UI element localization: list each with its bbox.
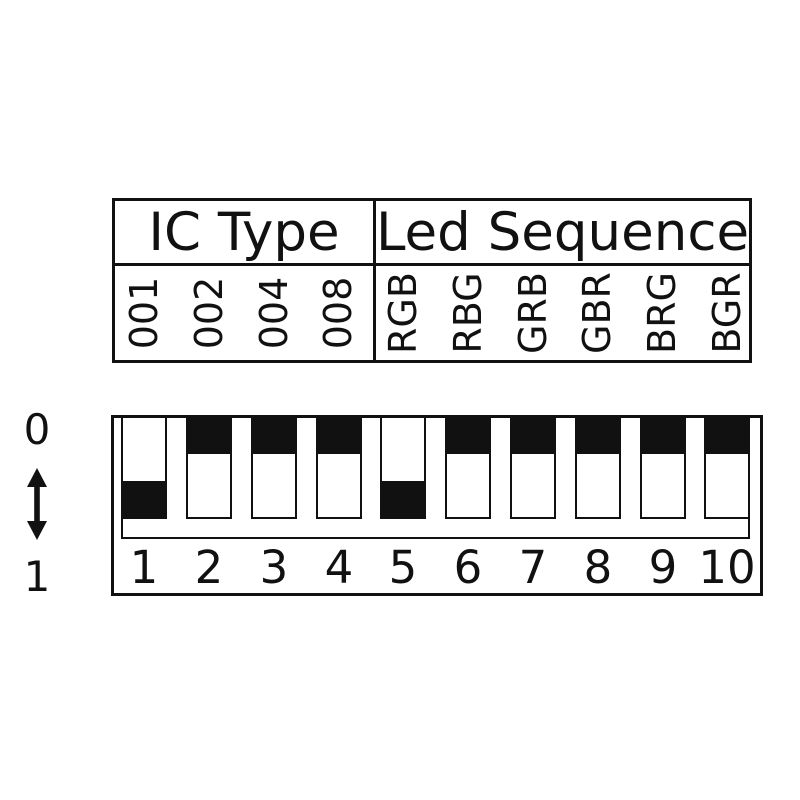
dip-switch-body: 1 2 3 4 5 6 7 8 9 10 bbox=[111, 415, 763, 596]
switch-knob[interactable] bbox=[382, 481, 424, 517]
switch-knob[interactable] bbox=[642, 418, 684, 454]
switch-number-3: 3 bbox=[259, 540, 289, 594]
ic-type-header: IC Type bbox=[148, 201, 340, 263]
legend-table: IC Type Led Sequence 001 002 004 008 RGB… bbox=[112, 198, 752, 363]
column-divider bbox=[373, 201, 376, 360]
switch-number-8: 8 bbox=[583, 540, 613, 594]
switch-knob[interactable] bbox=[447, 418, 489, 454]
switch-knob[interactable] bbox=[577, 418, 619, 454]
dip-switch-1[interactable] bbox=[121, 418, 167, 519]
scale-zero-label: 0 bbox=[23, 405, 51, 454]
dip-switch-2[interactable] bbox=[186, 418, 232, 519]
switch-knob[interactable] bbox=[188, 418, 230, 454]
switch-number-10: 10 bbox=[698, 540, 756, 594]
header-separator bbox=[115, 263, 749, 266]
switch-number-9: 9 bbox=[648, 540, 678, 594]
switch-knob[interactable] bbox=[253, 418, 295, 454]
switch-knob[interactable] bbox=[512, 418, 554, 454]
dip-switch-10[interactable] bbox=[704, 418, 750, 519]
switch-number-6: 6 bbox=[453, 540, 483, 594]
switch-number-4: 4 bbox=[324, 540, 354, 594]
switch-knob[interactable] bbox=[123, 481, 165, 517]
dip-switch-9[interactable] bbox=[640, 418, 686, 519]
dip-switch-5[interactable] bbox=[380, 418, 426, 519]
up-down-arrow-icon bbox=[27, 468, 47, 540]
switch-number-7: 7 bbox=[518, 540, 548, 594]
switch-knob[interactable] bbox=[318, 418, 360, 454]
switch-number-5: 5 bbox=[388, 540, 418, 594]
scale-one-label: 1 bbox=[23, 552, 51, 601]
switch-number-2: 2 bbox=[194, 540, 224, 594]
dip-switch-6[interactable] bbox=[445, 418, 491, 519]
dip-switch-8[interactable] bbox=[575, 418, 621, 519]
led-sequence-header: Led Sequence bbox=[375, 201, 750, 263]
dip-switch-7[interactable] bbox=[510, 418, 556, 519]
dip-switch-4[interactable] bbox=[316, 418, 362, 519]
switch-number-1: 1 bbox=[129, 540, 159, 594]
dip-switch-3[interactable] bbox=[251, 418, 297, 519]
led-sequence-label-bgr: BGR bbox=[705, 272, 749, 354]
switch-knob[interactable] bbox=[706, 418, 748, 454]
